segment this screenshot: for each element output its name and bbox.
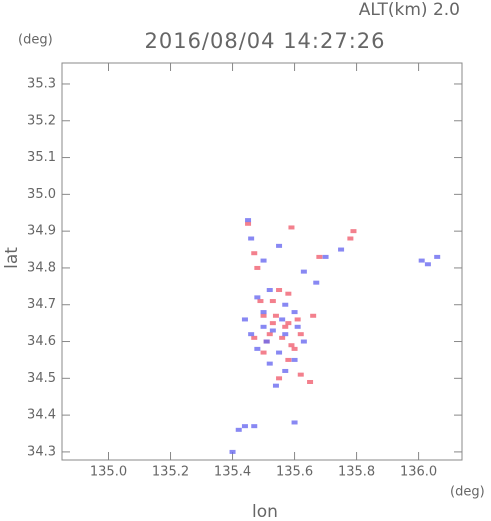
echo-point bbox=[235, 427, 242, 432]
echo-point bbox=[316, 254, 323, 259]
y-unit: (deg) bbox=[18, 33, 53, 48]
echo-point bbox=[347, 236, 354, 241]
echo-point bbox=[282, 302, 289, 307]
y-tick-label: 35.1 bbox=[27, 150, 56, 165]
echo-point bbox=[269, 328, 276, 333]
echo-point bbox=[285, 291, 292, 296]
echo-point bbox=[279, 335, 286, 340]
echo-point bbox=[272, 383, 279, 388]
echo-point bbox=[266, 288, 273, 293]
echo-point bbox=[424, 262, 431, 267]
y-tick-label: 34.8 bbox=[27, 260, 56, 275]
echo-point bbox=[297, 372, 304, 377]
echo-point bbox=[266, 332, 273, 337]
echo-point bbox=[291, 420, 298, 425]
x-tick-label: 135.0 bbox=[90, 465, 127, 480]
echo-point bbox=[260, 313, 267, 318]
echo-point bbox=[297, 332, 304, 337]
echo-point bbox=[260, 258, 267, 263]
echo-point bbox=[254, 265, 261, 270]
echo-point bbox=[241, 424, 248, 429]
echo-point bbox=[260, 350, 267, 355]
echo-point bbox=[251, 335, 258, 340]
echo-point bbox=[245, 218, 252, 223]
y-tick-label: 34.7 bbox=[27, 297, 56, 312]
echo-point bbox=[248, 332, 255, 337]
x-tick-label: 135.8 bbox=[338, 465, 375, 480]
echo-point bbox=[291, 357, 298, 362]
echo-point bbox=[291, 310, 298, 315]
echo-point bbox=[251, 251, 258, 256]
x-tick-label: 135.6 bbox=[276, 465, 313, 480]
echo-point bbox=[288, 343, 295, 348]
echo-point bbox=[418, 258, 425, 263]
echo-point bbox=[282, 332, 289, 337]
echo-point bbox=[276, 350, 283, 355]
y-tick-label: 34.3 bbox=[27, 444, 56, 459]
echo-point bbox=[260, 310, 267, 315]
x-unit: (deg) bbox=[450, 485, 485, 500]
echo-point bbox=[251, 424, 258, 429]
echo-point bbox=[307, 379, 314, 384]
y-tick-label: 34.5 bbox=[27, 371, 56, 386]
echo-point bbox=[322, 254, 329, 259]
echo-point bbox=[263, 339, 270, 344]
echo-point bbox=[282, 324, 289, 329]
y-tick-label: 34.6 bbox=[27, 334, 56, 349]
echo-point bbox=[241, 317, 248, 322]
echo-point bbox=[291, 346, 298, 351]
echo-point bbox=[313, 280, 320, 285]
echo-point bbox=[285, 321, 292, 326]
echo-point bbox=[269, 321, 276, 326]
echo-point bbox=[229, 449, 236, 454]
y-axis-label: lat bbox=[2, 247, 22, 269]
echo-point bbox=[285, 357, 292, 362]
plot-frame bbox=[61, 62, 463, 461]
echo-point bbox=[276, 288, 283, 293]
echo-point bbox=[350, 229, 357, 234]
echo-point bbox=[310, 313, 317, 318]
echo-point bbox=[294, 317, 301, 322]
echo-point bbox=[279, 317, 286, 322]
y-tick-label: 34.4 bbox=[27, 408, 56, 423]
echo-point bbox=[294, 324, 301, 329]
chart-title: 2016/08/04 14:27:26 bbox=[144, 29, 385, 53]
echo-point bbox=[260, 324, 267, 329]
echo-point bbox=[272, 313, 279, 318]
echo-point bbox=[300, 269, 307, 274]
echo-point bbox=[276, 376, 283, 381]
echo-point bbox=[282, 368, 289, 373]
x-axis-label: lon bbox=[252, 502, 278, 521]
echo-point bbox=[257, 299, 264, 304]
echo-point bbox=[254, 295, 261, 300]
y-tick-label: 35.0 bbox=[27, 187, 56, 202]
altitude: ALT(km) 2.0 bbox=[359, 0, 460, 20]
echo-point bbox=[266, 361, 273, 366]
echo-point bbox=[338, 247, 345, 252]
echo-point bbox=[245, 221, 252, 226]
x-tick-label: 135.2 bbox=[152, 465, 189, 480]
y-tick-label: 34.9 bbox=[27, 224, 56, 239]
echo-point bbox=[434, 254, 441, 259]
echo-point bbox=[300, 339, 307, 344]
x-tick-label: 136.0 bbox=[400, 465, 437, 480]
echo-point bbox=[254, 346, 261, 351]
echo-point bbox=[288, 225, 295, 230]
echo-point bbox=[276, 243, 283, 248]
y-tick-label: 35.2 bbox=[27, 113, 56, 128]
echo-point bbox=[248, 236, 255, 241]
y-tick-label: 35.3 bbox=[27, 76, 56, 91]
echo-point bbox=[269, 299, 276, 304]
x-tick-label: 135.4 bbox=[214, 465, 251, 480]
